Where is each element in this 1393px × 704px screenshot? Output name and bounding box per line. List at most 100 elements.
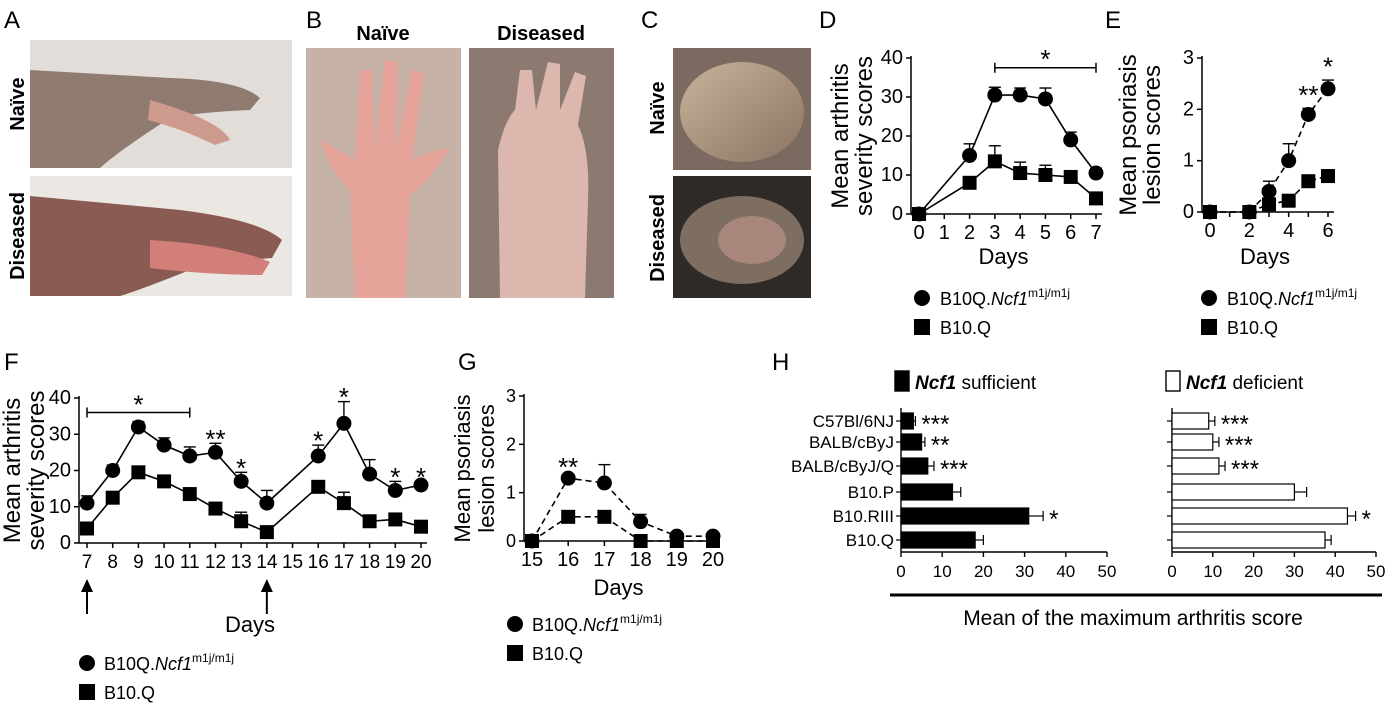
chart-h-sufficient-x-tick-label: 50 <box>1098 562 1117 581</box>
chart-f-series-ncf1-point <box>336 415 352 431</box>
chart-h-sufficient-significance-label: *** <box>940 456 968 483</box>
chart-f-series-b10q-point <box>259 525 274 540</box>
chart-h-deficient-x-tick-label: 50 <box>1367 562 1386 581</box>
chart-h-deficient-x-tick-label: 30 <box>1285 562 1304 581</box>
chart-h-category-label: BALB/cByJ/Q <box>791 457 894 476</box>
chart-g-series-ncf1-point <box>560 470 576 486</box>
chart-h-category-label: BALB/cByJ <box>809 433 894 452</box>
legend-d-circle-marker <box>914 290 930 306</box>
chart-d-x-tick-label: 2 <box>964 222 975 244</box>
panel-letter-d: D <box>819 7 836 34</box>
legend-d-square-marker <box>914 319 930 335</box>
chart-f-x-tick-label: 10 <box>154 552 175 573</box>
chart-f-series-ncf1-point <box>156 437 172 453</box>
panel-c-photos <box>673 48 811 298</box>
chart-f-x-tick-label: 18 <box>359 552 380 573</box>
chart-h-sufficient-bar <box>900 507 1030 525</box>
chart-h-deficient-bar <box>1171 483 1296 501</box>
chart-f-x-tick-label: 7 <box>82 552 93 573</box>
chart-g-series-b10q-point <box>597 509 612 524</box>
chart-g-series-b10q-point <box>706 534 720 548</box>
chart-h-sufficient-x-tick-label: 40 <box>1056 562 1075 581</box>
chart-f-significance-label: * <box>416 462 426 492</box>
chart-h-sufficient-bar <box>900 457 929 475</box>
panel-letter-a: A <box>4 7 20 34</box>
chart-g: 0 1 2 3 15 16 17 18 19 20 Days Mean psoriasis lesion… <box>450 386 724 600</box>
chart-g-series-ncf1-line <box>531 477 713 542</box>
chart-h-category-label: B10.Q <box>846 531 894 550</box>
chart-h-sufficient-significance-label: ** <box>931 432 950 459</box>
label-a-diseased: Diseased <box>7 192 29 280</box>
chart-e-significance-label: ** <box>1298 80 1318 110</box>
chart-e-series-b10q-point <box>1203 205 1217 219</box>
panel-letter-c: C <box>641 7 658 34</box>
chart-f-series-ncf1-point <box>362 466 378 482</box>
chart-g-series-b10q-point <box>633 534 648 548</box>
chart-g-x-tick-label: 20 <box>702 549 724 571</box>
legend-e-square-marker <box>1201 319 1217 335</box>
panel-letter-h: H <box>772 349 789 376</box>
chart-e-series-ncf1-point <box>1300 106 1316 122</box>
chart-e-y-tick-label: 3 <box>1183 47 1194 69</box>
chart-d-y-tick-label: 30 <box>881 86 903 108</box>
chart-e-x-tick-label: 6 <box>1322 220 1333 242</box>
chart-f-series-ncf1-point <box>207 444 223 460</box>
chart-e-x-tick-label: 0 <box>1204 220 1215 242</box>
chart-d-series-b10q-point <box>1013 166 1028 181</box>
chart-g-series-ncf1-point <box>633 514 649 530</box>
chart-e-x-label: Days <box>1240 244 1290 269</box>
chart-h-deficient-bar <box>1171 531 1326 549</box>
photo-a-diseased-toe <box>150 240 270 275</box>
chart-e-y-label: lesion scores <box>1139 65 1166 205</box>
legend-f-circle-marker <box>79 655 95 671</box>
photo-a-naive-paw <box>30 70 260 168</box>
chart-h-deficient-significance-label: *** <box>1225 432 1253 459</box>
chart-f-arrow-head <box>260 579 273 592</box>
chart-h-deficient-legend-label: Ncf1 deficient <box>1186 373 1304 394</box>
chart-d-series-b10q-point <box>962 175 977 190</box>
chart-d-series-b10q-point <box>912 207 926 221</box>
legend-d-series2: B10.Q <box>940 318 991 338</box>
chart-f-significance-label: * <box>390 462 400 492</box>
chart-h-sufficient-significance-label: * <box>1049 506 1058 533</box>
chart-f-bracket-star: * <box>133 389 143 419</box>
photo-a-naive-toe <box>148 100 230 145</box>
legend-g-series2: B10.Q <box>532 644 583 664</box>
chart-d-bracket-star: * <box>1040 44 1050 74</box>
chart-e-y-tick-label: 1 <box>1183 150 1194 172</box>
chart-f-x-label: Days <box>225 612 275 637</box>
chart-h-deficient-x-tick-label: 0 <box>1167 562 1176 581</box>
chart-f-x-tick-label: 20 <box>410 552 431 573</box>
chart-d-x-tick-label: 3 <box>989 222 1000 244</box>
chart-d-series-b10q-point <box>1063 169 1078 184</box>
chart-f-y-label: severity scores <box>23 390 50 550</box>
panel-b-photos <box>306 48 614 298</box>
chart-g-series-b10q-point <box>669 534 684 548</box>
chart-f-series-b10q-point <box>336 496 351 511</box>
legend-g: B10Q.Ncf1m1j/m1j B10.Q <box>507 612 662 664</box>
legend-e-series2: B10.Q <box>1227 318 1278 338</box>
chart-h-deficient-x-tick-label: 20 <box>1244 562 1263 581</box>
chart-g-x-tick-label: 16 <box>557 549 579 571</box>
chart-d-x-tick-label: 5 <box>1040 222 1051 244</box>
chart-h-category-label: B10.RIII <box>833 507 894 526</box>
chart-e-x-tick-label: 4 <box>1283 220 1294 242</box>
chart-h-sufficient-x-tick-label: 10 <box>933 562 952 581</box>
chart-d-series-ncf1-point <box>962 148 978 163</box>
chart-d-series-b10q-line <box>918 160 1097 215</box>
chart-f-x-tick-label: 16 <box>308 552 329 573</box>
label-b-naive: Naïve <box>356 23 409 45</box>
legend-g-circle-marker <box>507 616 523 632</box>
panel-letter-g: G <box>458 349 477 376</box>
chart-d-series-b10q-point <box>987 154 1002 169</box>
chart-e-y-tick-label: 2 <box>1183 98 1194 120</box>
chart-f-y-tick-label: 20 <box>49 460 71 482</box>
chart-h-sufficient-bar <box>900 412 914 430</box>
chart-e-series-ncf1-point <box>1320 81 1336 97</box>
chart-e-series-b10q-point <box>1281 193 1296 208</box>
legend-f-square-marker <box>79 684 95 700</box>
chart-d-series-b10q-point <box>1089 191 1103 206</box>
